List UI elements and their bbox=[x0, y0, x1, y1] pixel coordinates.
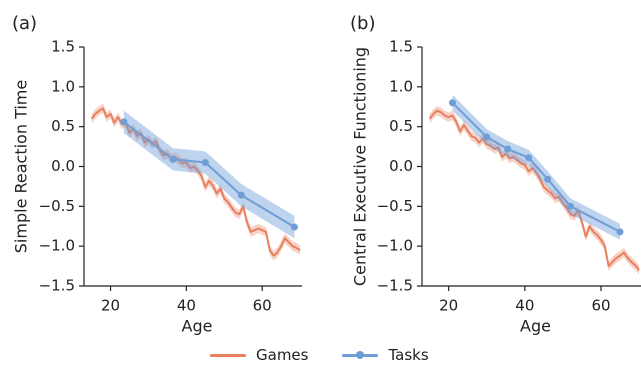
panel-b-tasks-point bbox=[544, 175, 552, 183]
panel-a-games-ci-band bbox=[91, 103, 301, 261]
panel-a-x-tick-label: 40 bbox=[177, 297, 196, 315]
panel-b-y-axis-label: Central Executive Functioning bbox=[351, 47, 370, 286]
panel-b-y-tick-label: 0.0 bbox=[389, 157, 413, 175]
panel-a-y-tick-label: 1.0 bbox=[51, 77, 75, 95]
legend-label-games: Games bbox=[256, 346, 309, 364]
panel-b-x-axis-label: Age bbox=[520, 317, 551, 336]
panel-b-y-tick-label: −1.5 bbox=[377, 277, 413, 295]
panel-b-x-tick-label: 40 bbox=[515, 297, 534, 315]
panel-b-y-tick-label: 0.5 bbox=[389, 117, 413, 135]
legend-item-games: Games bbox=[210, 346, 308, 364]
panel-b-x-tick-label: 60 bbox=[591, 297, 610, 315]
panel-a-tasks-ci-band bbox=[123, 110, 295, 239]
panel-b-y-tick-label: 1.0 bbox=[389, 77, 413, 95]
panel-a-y-tick-label: 1.5 bbox=[51, 38, 75, 56]
legend: Games Tasks bbox=[210, 344, 429, 366]
panel-a-x-tick-label: 20 bbox=[101, 297, 120, 315]
panel-a-tasks-point bbox=[237, 191, 245, 199]
panel-b-x-tick-label: 20 bbox=[439, 297, 458, 315]
panel-a-x-tick-label: 60 bbox=[253, 297, 272, 315]
panel-b-y-tick-label: −0.5 bbox=[377, 197, 413, 215]
panel-a-tasks-point bbox=[201, 159, 209, 167]
panel-b-y-tick-label: −1.0 bbox=[377, 237, 413, 255]
games-swatch bbox=[210, 348, 246, 362]
panel-b-tasks-point bbox=[525, 154, 533, 162]
panel-a-y-tick-label: 0.5 bbox=[51, 117, 75, 135]
panel-a-y-tick-label: −1.0 bbox=[39, 237, 75, 255]
panel-b-tasks-point bbox=[483, 133, 491, 141]
legend-item-tasks: Tasks bbox=[342, 346, 429, 364]
panel-b-tasks-point bbox=[504, 145, 512, 153]
panel-b-label: (b) bbox=[350, 13, 375, 34]
panel-b-y-tick-label: 1.5 bbox=[389, 38, 413, 56]
panel-b-tasks-point bbox=[448, 99, 456, 107]
panel-a-label: (a) bbox=[12, 13, 37, 34]
panel-a-tasks-point bbox=[169, 155, 177, 163]
panel-a-games-line bbox=[90, 107, 301, 257]
panel-b-tasks-point bbox=[616, 228, 624, 236]
panel-a-tasks-point bbox=[120, 118, 128, 126]
panel-a-y-axis-label: Simple Reaction Time bbox=[12, 80, 31, 253]
panel-a-y-tick-label: −1.5 bbox=[39, 277, 75, 295]
panel-b-tasks-point bbox=[567, 202, 575, 210]
legend-label-tasks: Tasks bbox=[388, 346, 429, 364]
panel-a-tasks-point bbox=[290, 223, 298, 231]
panel-a-y-tick-label: 0.0 bbox=[51, 157, 75, 175]
panel-a-y-tick-label: −0.5 bbox=[39, 197, 75, 215]
panel-b-games-line bbox=[428, 109, 640, 271]
panel-a-x-axis-label: Age bbox=[182, 317, 213, 336]
tasks-swatch bbox=[342, 348, 379, 362]
